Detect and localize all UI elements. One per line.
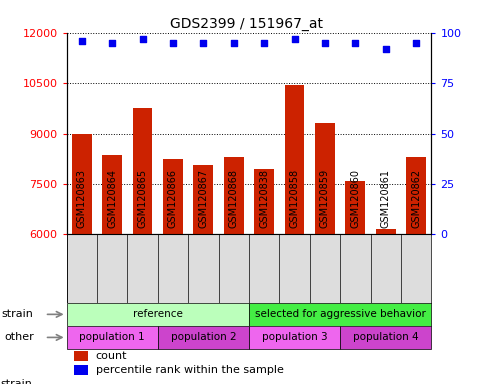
Bar	[376, 229, 396, 384]
Bar	[193, 166, 213, 384]
Bar	[158, 326, 249, 349]
Text: count: count	[96, 351, 127, 361]
Bar	[346, 180, 365, 384]
Text: population 3: population 3	[262, 333, 327, 343]
Bar	[102, 156, 122, 384]
Text: reference: reference	[133, 310, 183, 319]
Text: GDS2399 / 151967_at: GDS2399 / 151967_at	[170, 17, 323, 31]
Bar	[284, 85, 305, 384]
Bar	[72, 134, 92, 384]
Bar	[133, 108, 152, 384]
Text: strain: strain	[0, 379, 32, 384]
Bar	[340, 326, 431, 349]
Point	[412, 40, 420, 46]
Point	[78, 38, 86, 44]
Point	[199, 40, 208, 46]
Bar	[67, 303, 249, 326]
Point	[169, 40, 177, 46]
Bar	[315, 123, 335, 384]
Bar	[74, 364, 88, 375]
Point	[139, 36, 146, 42]
Text: selected for aggressive behavior: selected for aggressive behavior	[255, 310, 425, 319]
Text: population 1: population 1	[79, 333, 145, 343]
Text: population 2: population 2	[171, 333, 236, 343]
Bar	[67, 326, 158, 349]
Bar	[249, 326, 340, 349]
Bar	[163, 159, 183, 384]
Text: percentile rank within the sample: percentile rank within the sample	[96, 365, 283, 375]
Point	[108, 40, 116, 46]
Point	[352, 40, 359, 46]
Point	[260, 40, 268, 46]
Bar	[249, 303, 431, 326]
Bar	[254, 169, 274, 384]
Text: other: other	[4, 333, 34, 343]
Bar	[224, 157, 244, 384]
Point	[382, 46, 389, 52]
Bar	[74, 351, 88, 361]
Bar	[406, 157, 426, 384]
Text: population 4: population 4	[353, 333, 419, 343]
Text: strain: strain	[2, 310, 34, 319]
Point	[230, 40, 238, 46]
Point	[291, 36, 299, 42]
Point	[321, 40, 329, 46]
